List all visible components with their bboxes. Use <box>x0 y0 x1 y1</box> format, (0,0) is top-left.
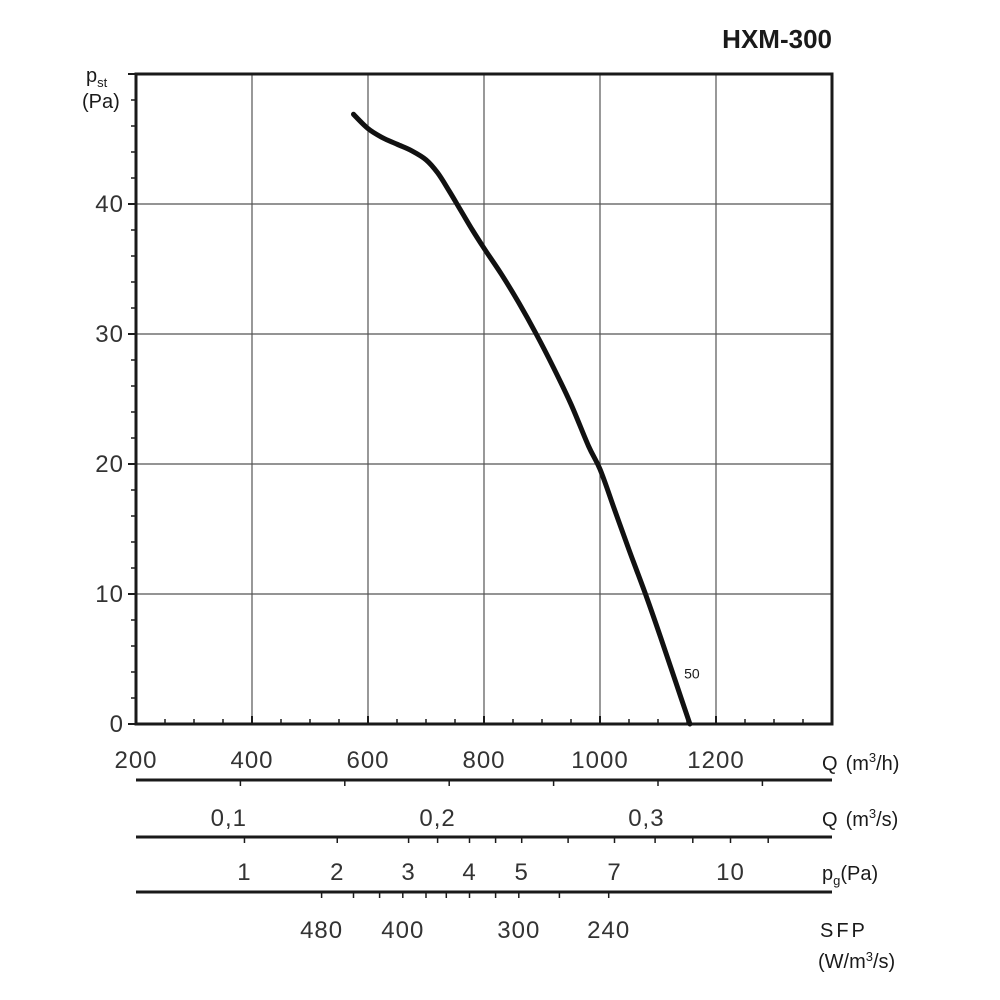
secondary-axis-label: pg(Pa) <box>822 863 878 888</box>
x-tick-label: 1200 <box>687 747 744 774</box>
secondary-tick-label: 0,3 <box>628 805 664 832</box>
secondary-tick-label: 0,2 <box>419 805 455 832</box>
secondary-tick-label: 10 <box>716 859 745 886</box>
secondary-axis-label: Q (m3/s) <box>822 806 898 831</box>
x-axis-unit-end: /h) <box>876 753 899 775</box>
y-tick-labels: 0 10 20 30 40 <box>95 191 124 738</box>
x-axis-symbol: Q <box>822 753 838 775</box>
x-axis-unit: (m <box>846 753 869 775</box>
y-tick-label: 20 <box>95 451 124 478</box>
secondary-axis: 480 400 300 240 SFP (W/m3/s) <box>136 890 895 973</box>
y-tick-label: 30 <box>95 321 124 348</box>
secondary-tick-label: 1 <box>237 859 251 886</box>
y-axis-unit: (Pa) <box>82 91 120 113</box>
secondary-tick-label: 3 <box>401 859 415 886</box>
y-axis-label: pst <box>86 65 108 90</box>
chart-title: HXM-300 <box>722 24 832 54</box>
curve-label: 50 <box>684 666 700 682</box>
y-tick-label: 40 <box>95 191 124 218</box>
secondary-axis: 1 2 3 4 5 7 10 pg(Pa) <box>136 835 878 888</box>
x-tick-label: 800 <box>462 747 505 774</box>
x-tick-labels: 200 400 600 800 1000 1200 <box>114 747 744 774</box>
secondary-tick-label: 240 <box>587 917 630 944</box>
secondary-tick-label: 5 <box>515 859 529 886</box>
x-axis-label: Q (m3/h) <box>822 750 899 775</box>
secondary-tick-label: 2 <box>330 859 344 886</box>
x-tick-label: 600 <box>346 747 389 774</box>
y-tick-label: 0 <box>110 711 124 738</box>
secondary-axis: 0,1 0,2 0,3 Q (m3/s) <box>136 778 898 832</box>
secondary-tick-label: 7 <box>607 859 621 886</box>
secondary-tick-label: 0,1 <box>211 805 247 832</box>
secondary-axis-label: SFP <box>820 920 868 942</box>
secondary-tick-label: 4 <box>462 859 476 886</box>
secondary-axes: 0,1 0,2 0,3 Q (m3/s) 1 2 3 4 5 7 10 pg(Pa) 480 400 300 2… <box>136 778 898 973</box>
secondary-axis-unit: (W/m3/s) <box>818 949 895 973</box>
secondary-tick-label: 480 <box>300 917 343 944</box>
x-axis-unit-sup: 3 <box>869 750 876 765</box>
grid <box>136 74 832 724</box>
x-tick-label: 1000 <box>571 747 628 774</box>
secondary-tick-label: 300 <box>497 917 540 944</box>
y-axis-subscript: st <box>97 75 108 90</box>
x-minor-ticks <box>135 716 833 724</box>
y-minor-ticks <box>128 73 136 725</box>
secondary-tick-label: 400 <box>381 917 424 944</box>
y-axis-symbol: p <box>86 65 97 87</box>
performance-curve <box>351 111 693 727</box>
x-tick-label: 400 <box>230 747 273 774</box>
y-tick-label: 10 <box>95 581 124 608</box>
x-tick-label: 200 <box>114 747 157 774</box>
